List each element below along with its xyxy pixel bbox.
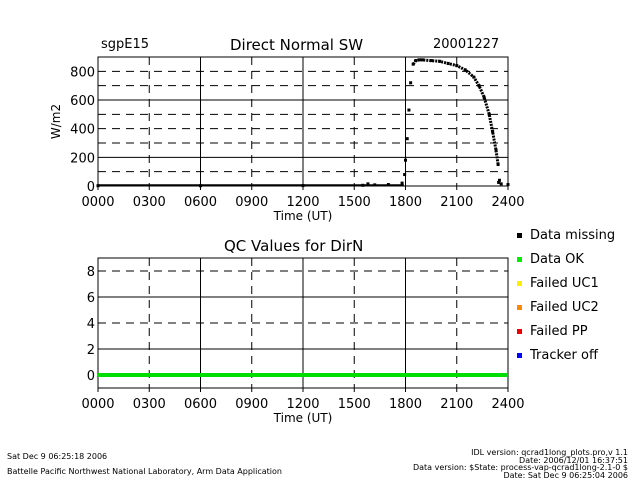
y-tick-label: 800 (70, 65, 95, 80)
x-tick-label: 0900 (235, 195, 268, 210)
data-point (373, 183, 377, 187)
legend-item: Tracker off (517, 348, 598, 363)
legend-marker (517, 305, 522, 310)
data-point (405, 137, 409, 141)
x-tick-label: 0900 (235, 397, 268, 412)
y-axis-title: W/m2 (49, 104, 63, 139)
x-tick-label: 2400 (491, 195, 524, 210)
lab-name: Battelle Pacific Northwest National Labo… (7, 467, 282, 476)
chart-title-direct-normal: Direct Normal SW (230, 36, 364, 54)
data-point (386, 183, 390, 187)
data-point (404, 158, 407, 162)
legend-label: Data missing (530, 228, 616, 243)
x-tick-label: 2100 (440, 195, 473, 210)
run-date: Sat Dec 9 06:25:18 2006 (7, 452, 108, 461)
legend-marker (517, 329, 522, 334)
y-tick-label: 6 (87, 291, 95, 306)
legend-marker (517, 233, 522, 238)
legend-item: Failed UC1 (517, 276, 599, 291)
legend-label: Tracker off (530, 348, 598, 363)
y-tick-label: 0 (87, 369, 95, 384)
legend-item: Data OK (517, 252, 584, 267)
data-point (403, 173, 407, 177)
data-point (494, 148, 498, 152)
x-tick-label: 1800 (389, 397, 422, 412)
data-point (499, 182, 503, 186)
x-tick-label: 1800 (389, 195, 422, 210)
data-point (506, 183, 510, 187)
data-point (497, 180, 501, 184)
idl-date: Date: 2006/12/01 16:37:51 (519, 456, 628, 465)
legend-label: Failed UC2 (530, 300, 599, 315)
data-point (366, 182, 370, 186)
idl-version: IDL version: qcrad1long_plots.pro,v 1.1 (471, 448, 628, 457)
x-tick-label: 0000 (81, 397, 114, 412)
data-trace (411, 58, 500, 165)
y-tick-label: 200 (70, 151, 95, 166)
legend-item: Data missing (517, 228, 615, 243)
y-tick-label: 400 (70, 123, 95, 138)
data-date: Date: Sat Dec 9 06:25:04 2006 (503, 471, 628, 480)
y-tick-label: 8 (87, 265, 95, 280)
x-tick-label: 2100 (440, 397, 473, 412)
x-tick-label: 0000 (81, 195, 114, 210)
qc-values-plot: 0000 0300 0600 0900 1200 1500 1800 2100 2400 0 2 4 6… (81, 257, 525, 425)
data-point (361, 183, 365, 187)
date-label: 20001227 (433, 37, 500, 52)
x-tick-label: 1200 (286, 195, 319, 210)
y-tick-label: 4 (87, 317, 95, 332)
x-tick-label: 0600 (184, 397, 217, 412)
x-tick-label: 1500 (338, 397, 371, 412)
data-point (482, 95, 486, 99)
x-tick-label: 0300 (133, 397, 166, 412)
data-point (96, 184, 100, 188)
legend-item: Failed UC2 (517, 300, 599, 315)
x-axis-title: Time (UT) (273, 411, 333, 425)
legend-marker (517, 257, 522, 262)
legend-label: Data OK (530, 252, 584, 267)
data-point (497, 178, 501, 182)
x-tick-label: 0300 (133, 195, 166, 210)
legend-label: Failed PP (530, 324, 588, 339)
y-tick-label: 0 (87, 180, 95, 195)
y-tick-label: 2 (87, 343, 95, 358)
data-point (301, 184, 305, 188)
direct-normal-plot: 0000 0300 0600 0900 1200 1500 1800 2100 2400 0 200… (49, 56, 525, 223)
data-point (409, 81, 413, 85)
data-point (199, 184, 202, 188)
site-label: sgpE15 (101, 37, 150, 52)
chart-title-qc-values: QC Values for DirN (224, 237, 364, 255)
y-tick-label: 600 (70, 94, 95, 109)
legend-marker (517, 281, 522, 286)
x-tick-label: 0600 (184, 195, 217, 210)
x-tick-label: 2400 (491, 397, 524, 412)
data-point (487, 112, 491, 116)
data-point (496, 163, 500, 166)
x-tick-label: 1200 (286, 397, 319, 412)
data-point (407, 108, 411, 112)
data-point (421, 58, 425, 62)
data-version: Data version: $State: process-vap-qcrad1… (412, 463, 628, 472)
x-tick-label: 1500 (338, 195, 371, 210)
data-point (400, 181, 404, 185)
legend-marker (517, 353, 522, 358)
x-axis-title: Time (UT) (273, 209, 333, 223)
legend-label: Failed UC1 (530, 276, 599, 291)
legend-item: Failed PP (517, 324, 588, 339)
